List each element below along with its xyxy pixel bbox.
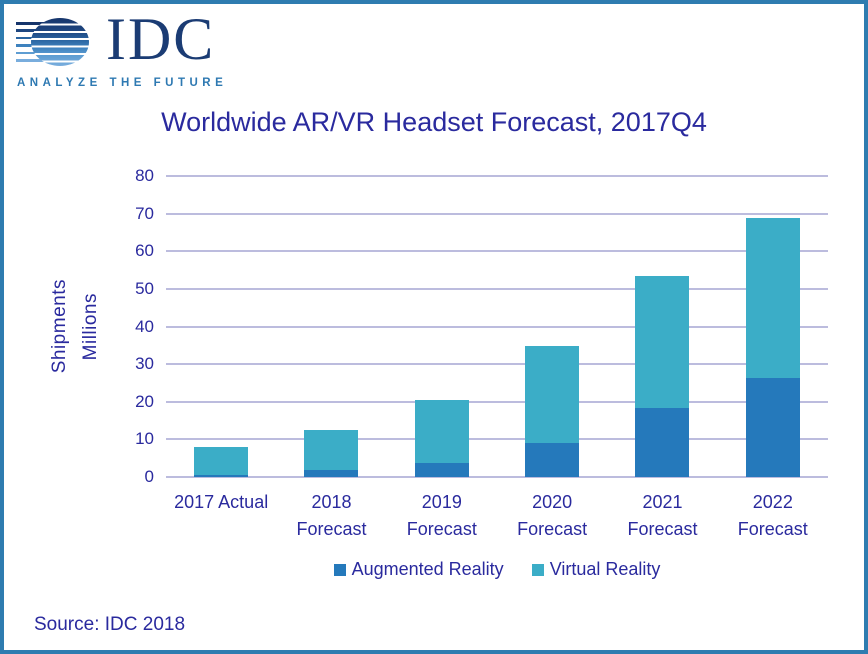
gridline — [166, 250, 828, 253]
gridline — [166, 212, 828, 215]
bar-segment-augmented-reality — [414, 463, 469, 477]
globe-stripe-line — [16, 22, 62, 25]
x-axis-label: 2020 Forecast — [517, 492, 588, 539]
stacked-bar — [635, 276, 690, 477]
globe-stripe-line — [16, 59, 62, 62]
y-axis-title-millions: Millions — [80, 292, 101, 361]
legend: Augmented Reality Virtual Reality — [166, 559, 828, 580]
bar-column — [276, 176, 386, 477]
y-tick-label: 80 — [135, 166, 154, 185]
x-axis-label: 2018 Forecast — [296, 492, 367, 539]
bar-segment-augmented-reality — [745, 378, 800, 477]
y-tick-label: 20 — [135, 391, 154, 411]
y-tick-label: 50 — [135, 278, 154, 298]
y-tick-label: 0 — [144, 467, 154, 486]
y-tick-label: 40 — [135, 316, 154, 336]
y-tick-label: 70 — [135, 203, 154, 223]
gridline — [166, 325, 828, 328]
idc-wordmark: IDC — [106, 6, 216, 72]
idc-tagline: ANALYZE THE FUTURE — [17, 77, 228, 89]
bar-segment-virtual-reality — [194, 446, 249, 476]
stacked-bar — [745, 217, 800, 477]
bars — [166, 176, 828, 477]
y-tick-label: 10 — [135, 429, 154, 449]
stacked-bar — [525, 346, 580, 477]
idc-logo: IDC ANALYZE THE FUTURE — [4, 4, 864, 89]
y-tick-label: 60 — [135, 241, 154, 261]
gridline — [166, 287, 828, 290]
bar-segment-virtual-reality — [304, 430, 359, 471]
legend-label: Virtual Reality — [549, 559, 661, 579]
chart-title: Worldwide AR/VR Headset Forecast, 2017Q4 — [161, 107, 707, 137]
bar-segment-virtual-reality — [745, 217, 800, 379]
source-note: Source: IDC 2018 — [34, 614, 186, 635]
bar-column — [718, 176, 828, 477]
gridline — [166, 438, 828, 441]
bar-column — [166, 176, 276, 477]
x-axis-label: 2019 Forecast — [406, 492, 477, 539]
legend-swatch-icon — [531, 563, 544, 576]
gridline — [166, 476, 828, 478]
stacked-bar — [304, 430, 359, 477]
stacked-bar — [414, 399, 469, 477]
bar-segment-augmented-reality — [635, 407, 690, 477]
legend-item-augmented-reality: Augmented Reality — [333, 559, 504, 580]
bar-segment-virtual-reality — [635, 276, 690, 408]
bar-segment-virtual-reality — [414, 399, 469, 464]
bar-column — [497, 176, 607, 477]
x-axis-label: 2017 Actual — [174, 492, 269, 512]
bar-segment-augmented-reality — [304, 470, 359, 477]
bar-segment-virtual-reality — [525, 346, 580, 444]
gridline — [166, 363, 828, 366]
y-axis-title: Shipments Millions — [49, 176, 102, 477]
chart: Shipments Millions 0 10 20 30 40 50 60 70 80 201… — [4, 166, 864, 580]
y-axis-title-shipments: Shipments — [49, 279, 70, 374]
globe-icon — [31, 18, 89, 66]
y-tick-label: 30 — [135, 354, 154, 374]
stacked-bar — [194, 446, 249, 477]
bar-column — [607, 176, 717, 477]
x-axis-label: 2022 Forecast — [737, 492, 808, 539]
x-axis-label: 2021 Forecast — [627, 492, 698, 539]
legend-label: Augmented Reality — [351, 559, 504, 579]
bar-segment-augmented-reality — [525, 443, 580, 477]
bar-column — [387, 176, 497, 477]
legend-item-virtual-reality: Virtual Reality — [531, 559, 661, 580]
idc-logo-mark: IDC — [16, 9, 276, 69]
plot-area: 0 10 20 30 40 50 60 70 80 — [135, 166, 828, 486]
bar-segment-augmented-reality — [194, 475, 249, 477]
x-axis-labels: 2017 Actual 2018 Forecast 2019 Forecast 2020 F… — [166, 489, 828, 543]
gridline — [166, 400, 828, 403]
legend-swatch-icon — [333, 563, 346, 576]
gridline — [166, 175, 828, 177]
